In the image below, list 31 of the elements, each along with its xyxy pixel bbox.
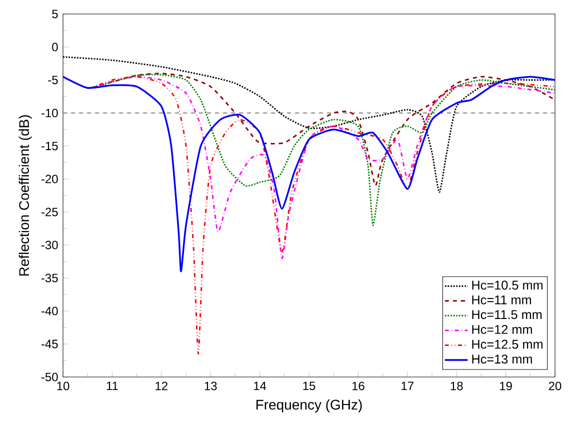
- y-tick-label: -35: [41, 274, 58, 282]
- x-tick-label: 17: [402, 382, 414, 390]
- y-tick-label: -50: [41, 372, 58, 382]
- legend-label: Hc=12.5 mm: [472, 340, 543, 349]
- legend-label: Hc=11.5 mm: [472, 310, 542, 320]
- y-tick-label: -45: [41, 340, 58, 348]
- y-axis-title: Reflection Coefficient (dB): [18, 115, 32, 276]
- y-tick-label: 5: [52, 10, 58, 18]
- x-tick-label: 10: [57, 382, 70, 390]
- legend-label: Hc=11 mm: [472, 296, 532, 304]
- x-tick-label: 11: [106, 382, 118, 390]
- y-tick-label: -10: [41, 108, 58, 118]
- x-tick-label: 19: [500, 382, 512, 390]
- x-tick-label: 14: [254, 382, 266, 390]
- y-tick-label: -20: [41, 174, 58, 184]
- legend-label: Hc=13 mm: [472, 354, 532, 364]
- y-tick-label: -30: [41, 240, 58, 250]
- y-tick-label: 0: [52, 42, 58, 52]
- x-axis-title: Frequency (GHz): [256, 399, 362, 412]
- x-tick-label: 18: [450, 382, 463, 390]
- legend-label: Hc=12 mm: [472, 324, 532, 334]
- x-tick-label: 13: [204, 382, 217, 390]
- x-tick-label: 16: [352, 382, 364, 390]
- y-tick-label: -40: [41, 306, 58, 316]
- y-tick-label: -25: [41, 208, 58, 216]
- x-tick-label: 12: [156, 382, 168, 390]
- x-tick-label: 20: [548, 382, 562, 390]
- y-tick-label: -15: [41, 142, 58, 150]
- legend-label: Hc=10.5 mm: [472, 280, 543, 290]
- x-tick-label: 15: [303, 382, 316, 390]
- y-tick-label: -5: [48, 76, 58, 84]
